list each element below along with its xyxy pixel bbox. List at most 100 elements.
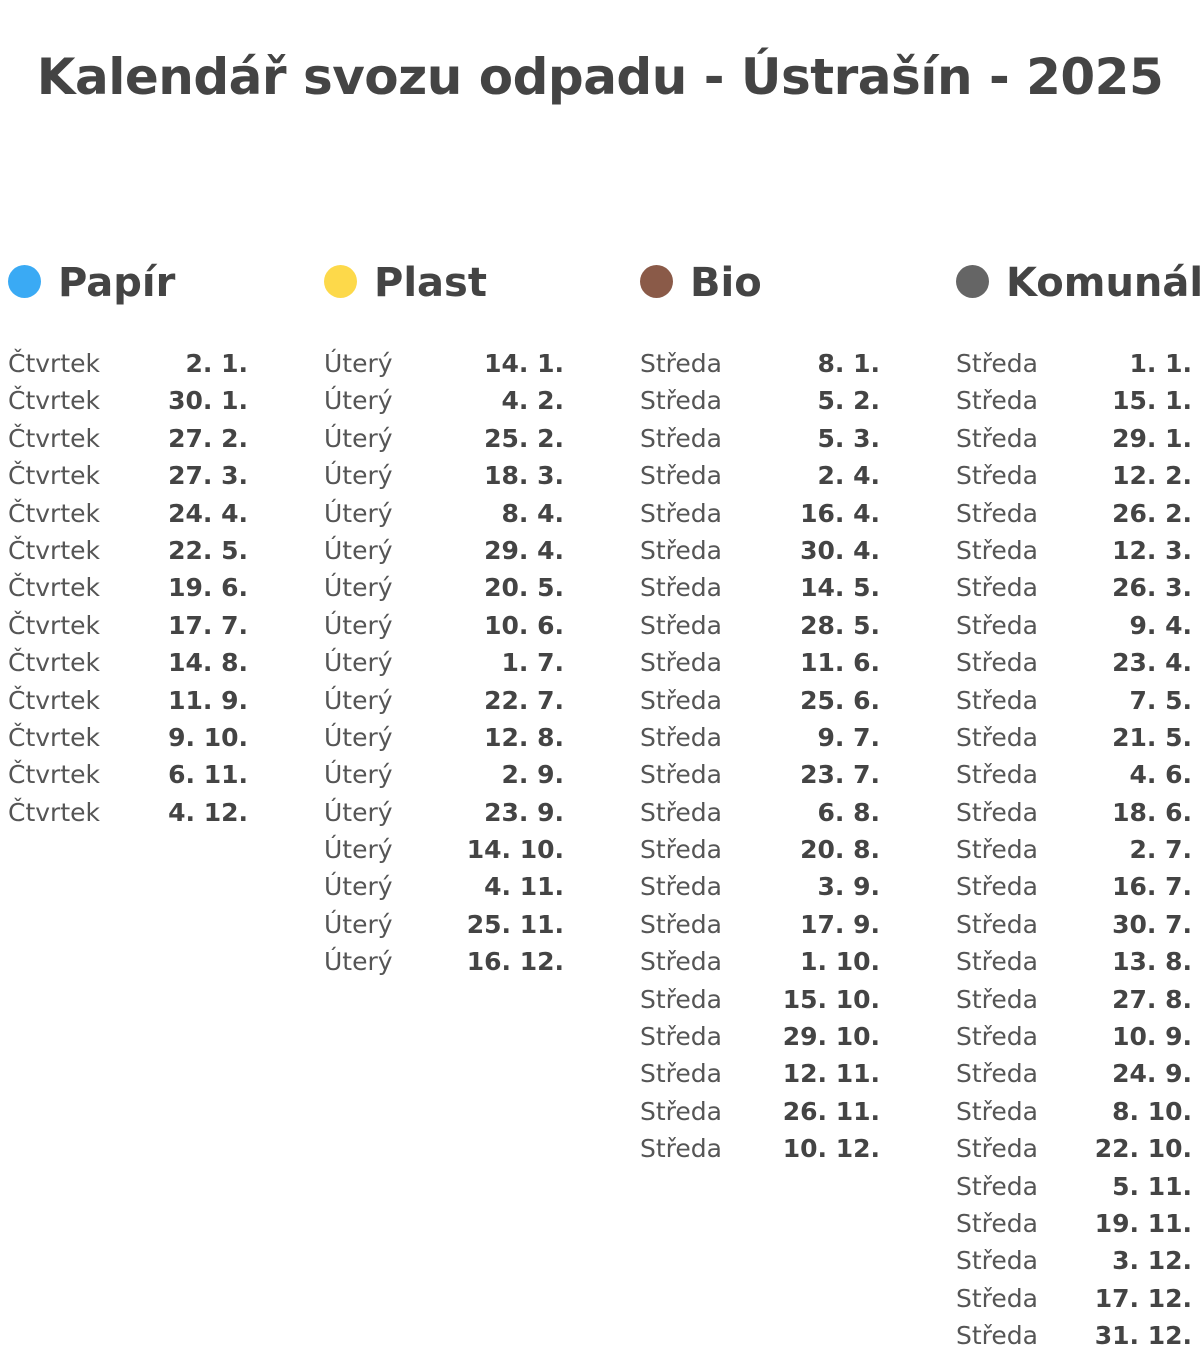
schedule-row: Úterý 18. 3. bbox=[324, 457, 564, 494]
pickup-date: 11. 6. bbox=[800, 648, 880, 678]
weekday-label: Úterý bbox=[324, 648, 393, 678]
pickup-date: 25. 2. bbox=[484, 423, 564, 453]
pickup-date: 22. 10. bbox=[1094, 1134, 1192, 1164]
pickup-date: 14. 1. bbox=[484, 349, 564, 378]
schedule-row: Středa 29. 10. bbox=[640, 1018, 880, 1055]
pickup-date: 20. 5. bbox=[484, 573, 564, 603]
schedule-row: Úterý 4. 2. bbox=[324, 382, 564, 419]
schedule-row: Úterý 4. 11. bbox=[324, 868, 564, 905]
pickup-date: 26. 3. bbox=[1112, 573, 1192, 603]
weekday-label: Středa bbox=[640, 1134, 722, 1164]
pickup-date: 31. 12. bbox=[1094, 1321, 1192, 1351]
schedule-row: Čtvrtek 2. 1. bbox=[8, 345, 248, 382]
weekday-label: Úterý bbox=[324, 610, 393, 640]
schedule-row: Středa 2. 4. bbox=[640, 457, 880, 494]
pickup-date: 16. 12. bbox=[466, 947, 564, 977]
weekday-label: Středa bbox=[640, 610, 722, 640]
pickup-date: 27. 2. bbox=[168, 423, 248, 453]
pickup-date: 2. 9. bbox=[501, 760, 565, 790]
weekday-label: Středa bbox=[640, 461, 722, 491]
schedule-row: Středa 5. 2. bbox=[640, 382, 880, 419]
schedule-list: Úterý 14. 1. Úterý 4. 2. Úterý 25. 2. Úterý 18.… bbox=[324, 345, 564, 981]
schedule-row: Středa 19. 11. bbox=[956, 1205, 1192, 1242]
schedule-row: Středa 26. 11. bbox=[640, 1093, 880, 1130]
pickup-date: 4. 6. bbox=[1129, 760, 1193, 790]
schedule-row: Středa 23. 4. bbox=[956, 644, 1192, 681]
weekday-label: Úterý bbox=[324, 349, 393, 378]
weekday-label: Středa bbox=[640, 1096, 722, 1126]
schedule-row: Úterý 22. 7. bbox=[324, 682, 564, 719]
schedule-row: Středa 18. 6. bbox=[956, 794, 1192, 831]
pickup-date: 2. 4. bbox=[817, 461, 881, 491]
schedule-row: Čtvrtek 14. 8. bbox=[8, 644, 248, 681]
pickup-date: 15. 1. bbox=[1112, 386, 1192, 416]
weekday-label: Středa bbox=[640, 573, 722, 603]
pickup-date: 8. 4. bbox=[501, 498, 565, 528]
pickup-date: 3. 12. bbox=[1112, 1246, 1192, 1276]
schedule-row: Středa 5. 11. bbox=[956, 1168, 1192, 1205]
pickup-date: 13. 8. bbox=[1112, 947, 1192, 977]
pickup-date: 10. 9. bbox=[1112, 1022, 1192, 1052]
page-title: Kalendář svozu odpadu - Ústrašín - 2025 bbox=[36, 48, 1164, 106]
column-title: Bio bbox=[690, 260, 762, 306]
column-header: Komunál bbox=[956, 258, 1200, 314]
schedule-row: Středa 4. 6. bbox=[956, 756, 1192, 793]
schedule-row: Středa 16. 4. bbox=[640, 495, 880, 532]
schedule-row: Čtvrtek 27. 3. bbox=[8, 457, 248, 494]
weekday-label: Středa bbox=[956, 1171, 1038, 1201]
schedule-row: Úterý 23. 9. bbox=[324, 794, 564, 831]
weekday-label: Úterý bbox=[324, 386, 393, 416]
weekday-label: Středa bbox=[956, 1208, 1038, 1238]
schedule-row: Středa 7. 5. bbox=[956, 682, 1192, 719]
column-bio: Bio Středa 8. 1. Středa 5. 2. Středa 5. 3. Stř… bbox=[640, 258, 880, 1163]
weekday-label: Středa bbox=[956, 386, 1038, 416]
schedule-row: Středa 24. 9. bbox=[956, 1055, 1192, 1092]
weekday-label: Čtvrtek bbox=[8, 573, 100, 603]
schedule-row: Středa 8. 1. bbox=[640, 345, 880, 382]
pickup-date: 14. 5. bbox=[800, 573, 880, 603]
weekday-label: Středa bbox=[640, 349, 722, 378]
pickup-date: 24. 9. bbox=[1112, 1059, 1192, 1089]
weekday-label: Úterý bbox=[324, 909, 393, 939]
schedule-row: Středa 27. 8. bbox=[956, 981, 1192, 1018]
schedule-row: Středa 16. 7. bbox=[956, 868, 1192, 905]
pickup-date: 23. 4. bbox=[1112, 648, 1192, 678]
schedule-row: Středa 30. 7. bbox=[956, 906, 1192, 943]
pickup-date: 17. 7. bbox=[168, 610, 248, 640]
schedule-row: Středa 31. 12. bbox=[956, 1317, 1192, 1354]
weekday-label: Čtvrtek bbox=[8, 722, 100, 752]
pickup-date: 4. 12. bbox=[168, 797, 248, 827]
schedule-row: Středa 15. 1. bbox=[956, 382, 1192, 419]
pickup-date: 12. 8. bbox=[484, 722, 564, 752]
pickup-date: 29. 1. bbox=[1112, 423, 1192, 453]
pickup-date: 8. 1. bbox=[817, 349, 881, 378]
schedule-row: Úterý 29. 4. bbox=[324, 532, 564, 569]
weekday-label: Středa bbox=[640, 722, 722, 752]
schedule-row: Středa 30. 4. bbox=[640, 532, 880, 569]
pickup-date: 16. 4. bbox=[800, 498, 880, 528]
pickup-date: 20. 8. bbox=[800, 835, 880, 865]
weekday-label: Středa bbox=[956, 760, 1038, 790]
schedule-row: Středa 17. 12. bbox=[956, 1280, 1192, 1317]
pickup-date: 30. 1. bbox=[168, 386, 248, 416]
pickup-date: 5. 3. bbox=[817, 423, 881, 453]
weekday-label: Úterý bbox=[324, 947, 393, 977]
weekday-label: Středa bbox=[956, 349, 1038, 378]
schedule-row: Středa 26. 2. bbox=[956, 495, 1192, 532]
schedule-row: Úterý 1. 7. bbox=[324, 644, 564, 681]
pickup-date: 15. 10. bbox=[782, 984, 880, 1014]
pickup-date: 12. 11. bbox=[782, 1059, 880, 1089]
weekday-label: Středa bbox=[956, 1059, 1038, 1089]
weekday-label: Středa bbox=[956, 797, 1038, 827]
pickup-date: 29. 4. bbox=[484, 535, 564, 565]
schedule-row: Čtvrtek 17. 7. bbox=[8, 607, 248, 644]
schedule-row: Čtvrtek 4. 12. bbox=[8, 794, 248, 831]
schedule-row: Středa 17. 9. bbox=[640, 906, 880, 943]
weekday-label: Středa bbox=[640, 760, 722, 790]
schedule-row: Středa 13. 8. bbox=[956, 943, 1192, 980]
weekday-label: Středa bbox=[956, 984, 1038, 1014]
pickup-date: 16. 7. bbox=[1112, 872, 1192, 902]
weekday-label: Středa bbox=[956, 648, 1038, 678]
column-title: Plast bbox=[374, 260, 487, 306]
schedule-row: Úterý 25. 2. bbox=[324, 420, 564, 457]
